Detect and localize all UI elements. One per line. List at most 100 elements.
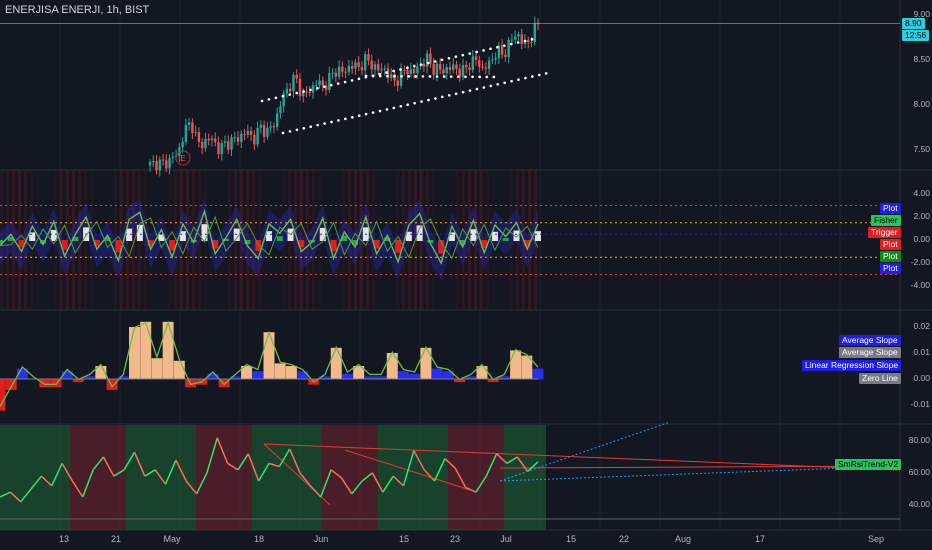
price-tick: 8.00 — [913, 98, 930, 109]
candle-body — [383, 68, 386, 70]
background-stripe — [306, 170, 309, 310]
candle-body — [445, 67, 448, 74]
rsi-background-band — [490, 425, 504, 530]
candle-body — [191, 122, 194, 134]
fisher-histogram-bar — [201, 224, 208, 241]
slope-bar — [95, 366, 107, 380]
rsi-pane[interactable] — [0, 421, 901, 530]
slope-bar — [16, 368, 28, 380]
rsi-segment — [454, 467, 467, 488]
slope-bar — [5, 379, 17, 390]
fisher-histogram-bar — [481, 240, 488, 248]
candle-body — [315, 85, 318, 87]
price-pane[interactable]: E — [0, 16, 900, 177]
background-stripe — [186, 170, 189, 310]
rsi-background-band — [476, 425, 490, 530]
candle-body — [412, 69, 416, 74]
x-axis-tick: 22 — [618, 534, 630, 544]
fisher-pane[interactable] — [0, 170, 900, 310]
candle-body — [187, 122, 191, 125]
slope-bar — [106, 379, 118, 390]
rsi-background-band — [364, 425, 378, 530]
x-axis-tick: 18 — [253, 534, 265, 544]
rsi-segment — [154, 469, 167, 485]
slope-bar — [252, 371, 264, 380]
candle-body — [347, 66, 351, 72]
rsi-background-band — [0, 425, 14, 530]
x-axis-tick: Jul — [500, 534, 512, 544]
rsi-segment — [268, 462, 280, 468]
x-axis-tick: May — [163, 534, 181, 544]
fisher-histogram-bar — [319, 227, 326, 241]
candle-body — [200, 141, 204, 149]
candle-body — [520, 34, 523, 45]
rsi-segment — [195, 472, 208, 495]
candle-body — [390, 74, 393, 78]
background-stripe — [240, 170, 243, 310]
candle-body — [243, 133, 246, 135]
slope-bar — [398, 371, 409, 380]
earnings-marker-label: E — [180, 154, 185, 163]
fisher-histogram-bar — [459, 240, 466, 245]
candle-body — [438, 63, 442, 70]
slope-bar — [263, 332, 275, 380]
background-stripe — [318, 170, 321, 310]
candle-body — [471, 56, 474, 71]
background-stripe — [198, 170, 201, 310]
rsi-segment — [465, 486, 477, 493]
rsi-segment — [309, 485, 322, 498]
candle-body — [246, 130, 250, 135]
candle-body — [305, 91, 308, 93]
fisher-histogram-bar — [535, 231, 541, 241]
channel-dotted-line — [364, 74, 502, 79]
earnings-marker-circle — [175, 150, 191, 166]
fisher-legend-label: Plot — [880, 203, 901, 214]
fisher-tick: -2.00 — [910, 257, 930, 267]
slope-bar — [241, 366, 253, 380]
chart-title[interactable]: ENERJISA ENERJI, 1h, BIST — [5, 4, 150, 16]
background-stripe — [174, 170, 177, 310]
background-stripe — [294, 170, 297, 310]
slope-bar — [140, 321, 152, 380]
rsi-segment — [516, 456, 529, 472]
fisher-tick: 4.00 — [913, 188, 930, 198]
candle-body — [533, 22, 536, 43]
candle-body — [491, 59, 494, 61]
rsi-segment — [20, 488, 32, 503]
fisher-histogram-bar — [179, 231, 186, 241]
slope-bar — [510, 350, 522, 380]
rsi-background-band — [14, 425, 28, 530]
last-price-tag: 8.90 — [902, 17, 925, 29]
x-axis-tick: Sep — [867, 534, 885, 544]
fisher-histogram-bar — [0, 240, 3, 245]
background-stripe — [402, 170, 405, 310]
rsi-background-band — [196, 425, 210, 530]
candle-body — [481, 66, 484, 68]
rsi-segment — [351, 480, 363, 495]
candle-body — [350, 66, 354, 69]
rsi-background-band — [168, 425, 182, 530]
rsi-segment — [382, 475, 394, 493]
fisher-histogram-bar — [72, 236, 79, 241]
price-tick: 9.00 — [913, 8, 930, 19]
rsi-segment — [216, 437, 229, 464]
rsi-segment — [175, 459, 187, 482]
slope-pane[interactable] — [0, 320, 544, 411]
rsi-background-band — [56, 425, 70, 530]
rsi-segment — [227, 462, 239, 471]
candle-body — [269, 126, 272, 128]
candle-body — [236, 137, 240, 142]
rsi-segment — [185, 480, 198, 495]
candle-body — [184, 124, 188, 142]
rsi-background-band — [336, 425, 350, 530]
candle-body — [152, 161, 155, 163]
fisher-legend-label: Fisher — [871, 215, 901, 226]
candle-body — [181, 141, 184, 148]
rsi-background-band — [406, 425, 420, 530]
slope-bar — [84, 376, 96, 380]
rsi-background-band — [266, 425, 280, 530]
candle-body — [266, 127, 269, 137]
candle-body — [484, 67, 488, 69]
candle-body — [380, 69, 383, 71]
